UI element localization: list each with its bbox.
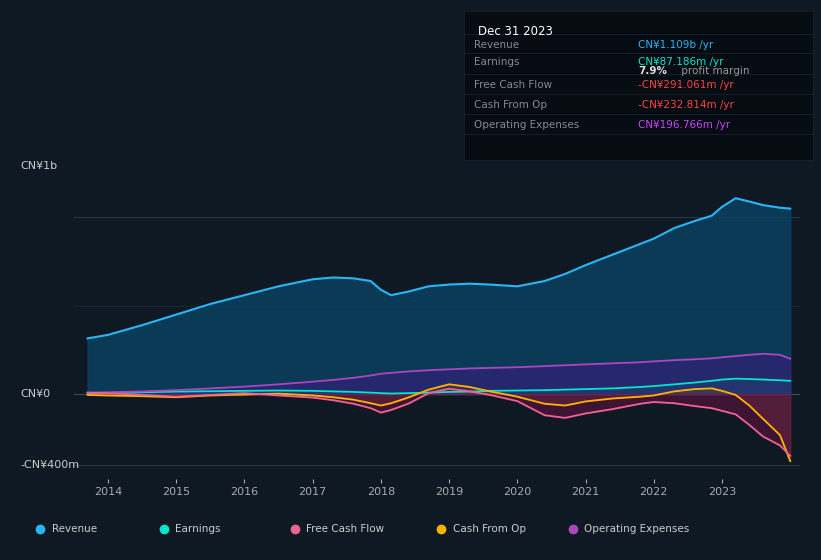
- Text: -CN¥400m: -CN¥400m: [21, 460, 80, 470]
- Text: 7.9%: 7.9%: [639, 66, 667, 76]
- Text: Earnings: Earnings: [175, 524, 221, 534]
- Text: -CN¥291.061m /yr: -CN¥291.061m /yr: [639, 80, 734, 90]
- Text: Operating Expenses: Operating Expenses: [585, 524, 690, 534]
- Text: profit margin: profit margin: [678, 66, 750, 76]
- Text: Free Cash Flow: Free Cash Flow: [306, 524, 384, 534]
- Text: Free Cash Flow: Free Cash Flow: [475, 80, 553, 90]
- Text: CN¥196.766m /yr: CN¥196.766m /yr: [639, 120, 731, 130]
- Text: Revenue: Revenue: [475, 40, 520, 50]
- Text: Revenue: Revenue: [52, 524, 97, 534]
- Text: Dec 31 2023: Dec 31 2023: [478, 25, 553, 38]
- Text: CN¥87.186m /yr: CN¥87.186m /yr: [639, 57, 724, 67]
- Text: Cash From Op: Cash From Op: [475, 100, 548, 110]
- Text: CN¥0: CN¥0: [21, 389, 51, 399]
- Text: CN¥1.109b /yr: CN¥1.109b /yr: [639, 40, 713, 50]
- Text: Operating Expenses: Operating Expenses: [475, 120, 580, 130]
- Text: Earnings: Earnings: [475, 57, 520, 67]
- Text: -CN¥232.814m /yr: -CN¥232.814m /yr: [639, 100, 734, 110]
- Text: CN¥1b: CN¥1b: [21, 161, 57, 171]
- Text: Cash From Op: Cash From Op: [453, 524, 526, 534]
